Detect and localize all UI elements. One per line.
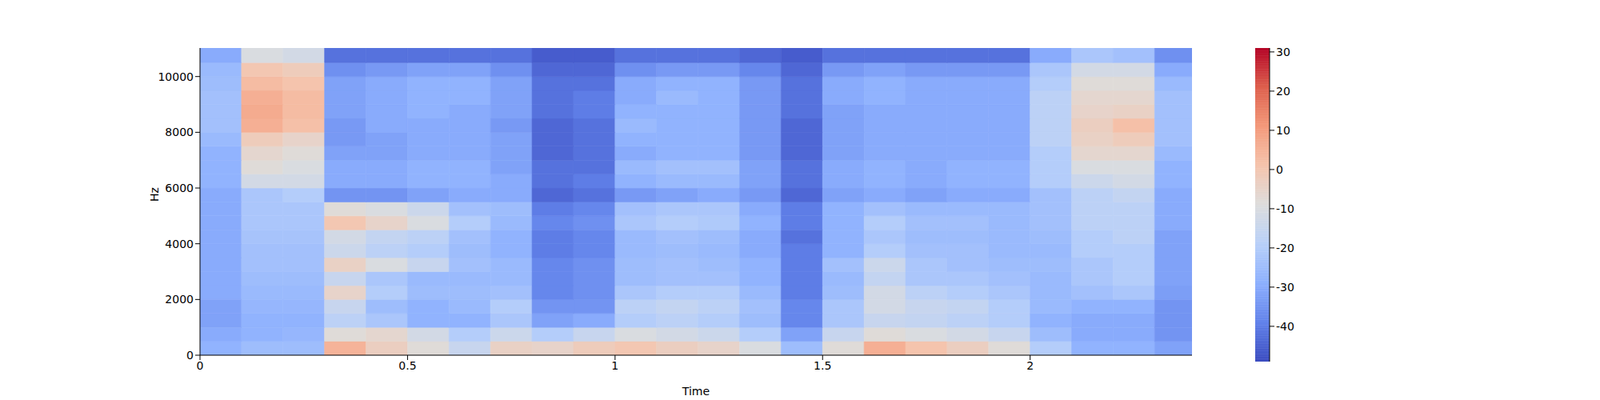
svg-text:4000: 4000	[164, 237, 194, 251]
svg-text:1.5: 1.5	[813, 359, 832, 372]
svg-text:-20: -20	[1276, 241, 1295, 255]
svg-text:2: 2	[1026, 359, 1034, 372]
svg-text:30: 30	[1276, 45, 1291, 59]
svg-text:8000: 8000	[164, 125, 194, 139]
svg-text:0: 0	[186, 348, 194, 362]
svg-text:0.5: 0.5	[398, 359, 416, 372]
svg-text:Time: Time	[681, 384, 710, 398]
svg-text:-10: -10	[1276, 202, 1295, 216]
svg-text:2000: 2000	[164, 292, 194, 306]
svg-text:20: 20	[1276, 84, 1291, 98]
svg-text:0: 0	[1276, 163, 1284, 176]
svg-text:6000: 6000	[164, 181, 194, 195]
svg-text:0: 0	[196, 359, 204, 372]
svg-text:-40: -40	[1276, 320, 1295, 333]
svg-text:Hz: Hz	[148, 187, 161, 202]
svg-text:10: 10	[1276, 124, 1291, 137]
svg-text:10000: 10000	[157, 70, 194, 84]
svg-text:1: 1	[611, 359, 619, 372]
svg-text:-30: -30	[1276, 280, 1295, 294]
